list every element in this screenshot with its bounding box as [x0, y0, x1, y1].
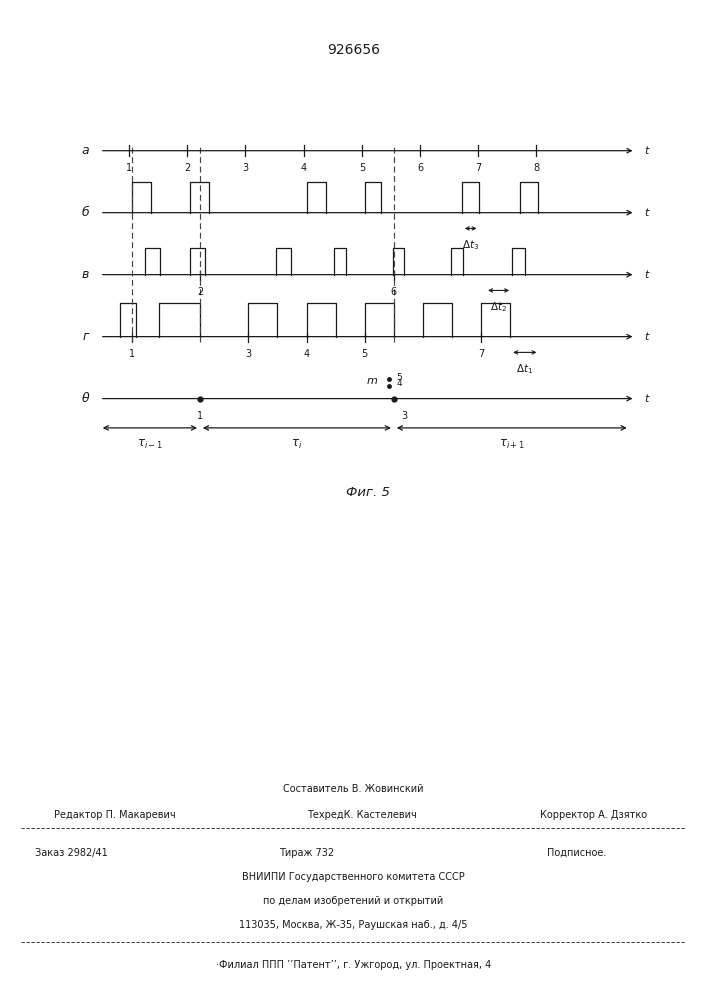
Text: Тираж 732: Тираж 732: [279, 848, 334, 858]
Text: $\tau_i$: $\tau_i$: [291, 438, 303, 451]
Text: Корректор А. Дзятко: Корректор А. Дзятко: [539, 810, 647, 820]
Text: t: t: [644, 270, 648, 280]
Text: по делам изобретений и открытий: по делам изобретений и открытий: [264, 896, 443, 906]
Text: 5: 5: [358, 163, 365, 173]
Text: t: t: [644, 146, 648, 156]
Text: 3: 3: [243, 163, 248, 173]
Text: 5: 5: [361, 349, 368, 359]
Text: θ: θ: [82, 392, 89, 405]
Text: 4: 4: [300, 163, 307, 173]
Text: t: t: [644, 332, 648, 342]
Text: 8: 8: [533, 163, 539, 173]
Text: $\Delta t_1$: $\Delta t_1$: [516, 363, 533, 376]
Text: Составитель В. Жовинский: Составитель В. Жовинский: [284, 784, 423, 794]
Text: а: а: [82, 144, 89, 157]
Text: 1: 1: [126, 163, 132, 173]
Text: Заказ 2982/41: Заказ 2982/41: [35, 848, 107, 858]
Text: $\Delta t_3$: $\Delta t_3$: [462, 239, 479, 252]
Text: г: г: [83, 330, 89, 343]
Text: 7: 7: [475, 163, 481, 173]
Text: ТехредК. Кастелевич: ТехредК. Кастелевич: [307, 810, 416, 820]
Text: 6: 6: [417, 163, 423, 173]
Text: Фиг. 5: Фиг. 5: [346, 486, 390, 499]
Text: $\Delta t_2$: $\Delta t_2$: [490, 301, 507, 314]
Text: 7: 7: [478, 349, 484, 359]
Text: 6: 6: [391, 287, 397, 297]
Text: 5: 5: [397, 373, 402, 382]
Text: m: m: [367, 376, 378, 386]
Text: 3: 3: [401, 411, 407, 421]
Text: 2: 2: [197, 287, 203, 297]
Text: ·Филиал ППП ’’Патент’’, г. Ужгород, ул. Проектная, 4: ·Филиал ППП ’’Патент’’, г. Ужгород, ул. …: [216, 960, 491, 970]
Text: Редактор П. Макаревич: Редактор П. Макаревич: [54, 810, 176, 820]
Text: 4: 4: [303, 349, 310, 359]
Text: в: в: [82, 268, 89, 281]
Text: 1: 1: [129, 349, 135, 359]
Text: Подписное.: Подписное.: [547, 848, 606, 858]
Text: t: t: [644, 208, 648, 218]
Text: 113035, Москва, Ж-35, Раушская наб., д. 4/5: 113035, Москва, Ж-35, Раушская наб., д. …: [239, 920, 468, 930]
Text: б: б: [81, 206, 89, 219]
Text: ВНИИПИ Государственного комитета СССР: ВНИИПИ Государственного комитета СССР: [242, 872, 465, 882]
Text: $\tau_{i-1}$: $\tau_{i-1}$: [137, 438, 163, 451]
Text: t: t: [644, 394, 648, 404]
Text: 2: 2: [184, 163, 190, 173]
Text: 1: 1: [197, 411, 203, 421]
Text: $\tau_{i+1}$: $\tau_{i+1}$: [498, 438, 525, 451]
Text: 3: 3: [245, 349, 252, 359]
Text: 926656: 926656: [327, 43, 380, 57]
Text: 4: 4: [397, 379, 402, 388]
